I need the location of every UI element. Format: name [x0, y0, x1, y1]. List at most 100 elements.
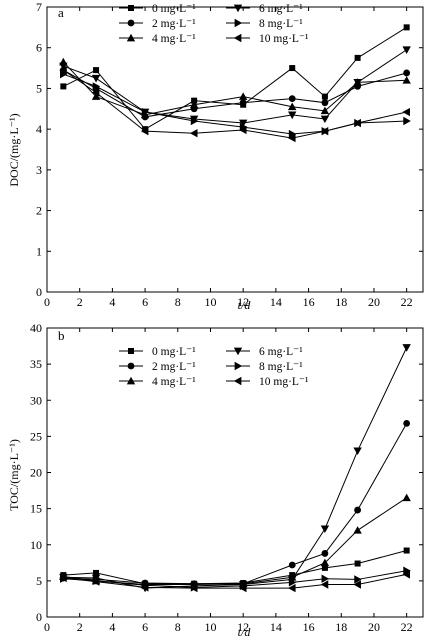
- panel-b-y-axis-title: TOC/(mg·L⁻¹): [7, 439, 21, 511]
- panel-a-y-tick-label: 3: [36, 163, 42, 177]
- panel-a-y-tick-label: 5: [36, 81, 42, 95]
- panel-b-x-tick-label: 6: [142, 620, 148, 634]
- panel-a-data-point: [91, 92, 101, 100]
- panel-a-legend-marker: [127, 19, 135, 27]
- panel-a-x-tick-label: 0: [44, 295, 50, 309]
- panel-a-data-point: [238, 125, 247, 135]
- panel-b-legend-marker: [126, 376, 136, 385]
- panel-b-y-tick-label: 40: [30, 321, 42, 335]
- panel-b-x-tick-label: 10: [204, 620, 216, 634]
- panel-a-data-point: [289, 65, 296, 72]
- panel-b-data-point: [140, 583, 149, 592]
- panel-a-legend-label: 0 mg·L⁻¹: [152, 3, 196, 15]
- panel-a-x-tick-label: 14: [270, 295, 282, 309]
- panel-b-legend-label: 10 mg·L⁻¹: [259, 376, 309, 388]
- panel-a-data-point: [140, 126, 149, 136]
- panel-b-x-tick-label: 20: [368, 620, 380, 634]
- panel-a-data-point: [238, 92, 248, 100]
- panel-a-data-point: [288, 111, 297, 120]
- panel-a-legend-marker: [234, 18, 243, 28]
- panel-a-x-tick-label: 6: [142, 295, 148, 309]
- panel-a-legend-marker: [233, 33, 242, 43]
- panel-a-data-point: [320, 126, 329, 136]
- panel-b-x-axis-title: t/d: [238, 625, 252, 639]
- panel-a-data-point: [59, 69, 68, 79]
- panel-a-data-point: [288, 95, 296, 103]
- panel-a-legend-marker: [126, 33, 136, 42]
- panel-a-legend-label: 8 mg·L⁻¹: [259, 18, 303, 30]
- panel-b-data-point: [189, 583, 198, 593]
- panel-b-data-point: [403, 547, 410, 554]
- panel-b-data-point: [288, 576, 297, 584]
- panel-a-data-point: [189, 129, 198, 138]
- panel-a-series-line-0: [63, 26, 407, 130]
- panel-b-y-tick-label: 10: [30, 538, 42, 552]
- panel-a-data-point: [402, 107, 411, 117]
- panel-b-data-point: [403, 419, 411, 427]
- panel-a-x-tick-label: 8: [175, 295, 181, 309]
- panel-b-x-tick-label: 14: [270, 620, 282, 634]
- panel-b-data-point: [288, 578, 297, 587]
- panel-b-data-point: [320, 558, 330, 567]
- panel-a-data-point: [91, 74, 101, 83]
- panel-a-data-point: [91, 88, 100, 97]
- panel-a-data-point: [288, 129, 297, 139]
- panel-a-legend-label: 4 mg·L⁻¹: [152, 33, 196, 45]
- panel-a-y-axis-title: DOC/(mg·L⁻¹): [7, 113, 21, 186]
- panel-b-y-tick-label: 5: [36, 574, 42, 588]
- panel-a-y-tick-label: 2: [36, 204, 42, 218]
- panel-a-y-tick-label: 1: [36, 244, 42, 258]
- panel-a-data-point: [353, 118, 361, 128]
- panel-a-data-point: [190, 116, 199, 126]
- panel-a-y-tick-label: 6: [36, 41, 42, 55]
- panel-b-legend-marker: [127, 362, 135, 370]
- panel-b-legend-marker: [233, 347, 243, 356]
- panel-a-x-tick-label: 10: [204, 295, 216, 309]
- panel-b-series-line-3: [63, 347, 408, 589]
- panel-a-legend-marker: [233, 4, 243, 13]
- panel-a-data-point: [59, 65, 67, 75]
- panel-a-legend-label: 10 mg·L⁻¹: [259, 33, 309, 45]
- panel-a-data-point: [321, 93, 328, 100]
- panel-b-legend: 0 mg·L⁻¹ 2 mg·L⁻¹ 4 mg·L⁻¹ 6 mg·L⁻¹ 8 mg·L⁻¹…: [119, 346, 309, 388]
- panel-a-data-point: [403, 69, 411, 77]
- panel-b-data-point: [238, 583, 247, 593]
- panel-b-data-point: [402, 344, 411, 352]
- panel-b-data-point: [402, 570, 411, 579]
- panel-a-data-point: [189, 100, 199, 109]
- panel-a-data-point: [141, 107, 150, 117]
- panel-b-data-point: [321, 564, 328, 571]
- panel-a-x-tick-label: 4: [109, 295, 115, 309]
- panel-b-data-point: [320, 580, 329, 589]
- panel-b-series-line-1: [63, 423, 408, 585]
- panel-a-x-tick-label: 12: [237, 295, 249, 309]
- panel-b-y-tick-label: 35: [30, 357, 42, 371]
- panel-a-data-point: [402, 76, 411, 84]
- panel-b-data-point: [91, 577, 100, 586]
- panel-a-legend-marker: [128, 5, 134, 11]
- panel-b-data-point: [354, 506, 362, 514]
- panel-b-y-tick-label: 25: [30, 429, 42, 443]
- panel-b-x-tick-label: 16: [303, 620, 315, 634]
- panel-b-plot-frame: [46, 327, 424, 618]
- panel-a-data-point: [239, 99, 247, 107]
- panel-b-legend-label: 6 mg·L⁻¹: [259, 346, 303, 358]
- panel-b-x-tick-label: 8: [175, 620, 181, 634]
- panel-a-data-point: [238, 119, 248, 128]
- panel-b-legend-label: 4 mg·L⁻¹: [152, 376, 196, 388]
- panel-a-data-point: [321, 99, 329, 107]
- panel-b-data-point: [354, 560, 361, 567]
- panel-a-legend-label: 6 mg·L⁻¹: [259, 3, 303, 15]
- panel-a-data-point: [403, 24, 410, 31]
- panel-b-legend-marker: [233, 376, 242, 386]
- panel-b-legend-label: 0 mg·L⁻¹: [152, 346, 196, 358]
- panel-b-y-tick-label: 20: [30, 466, 42, 480]
- panel-b-data-point: [353, 580, 361, 589]
- panel-b-toc-chart: b 0 2 4 6 8 10 12 14 16 18 20 22 0 5 10 15 20 25 30 35 40 0 …: [7, 321, 424, 639]
- panel-b-y-tick-label: 30: [30, 393, 42, 407]
- panel-a-x-axis-title: t/d: [238, 298, 252, 312]
- panel-b-x-tick-label: 4: [109, 620, 115, 634]
- panel-b-data-point: [402, 493, 411, 502]
